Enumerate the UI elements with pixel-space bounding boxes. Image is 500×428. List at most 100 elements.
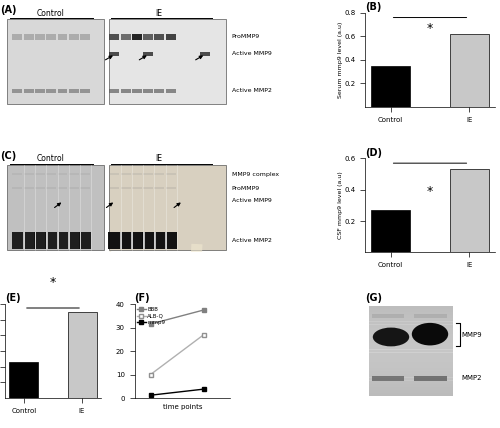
Bar [166,232,167,249]
Bar [46,232,48,249]
Bar [110,52,120,56]
Bar [154,173,164,175]
Bar [369,371,454,374]
Bar [369,309,454,312]
Bar [143,52,153,56]
Bar [24,232,25,249]
Bar [35,173,45,175]
Text: (C): (C) [0,151,16,161]
Bar [132,232,134,249]
Bar [120,232,132,249]
Text: (D): (D) [365,148,382,158]
Bar [369,362,454,365]
Bar [143,34,153,40]
Bar [24,89,34,93]
Text: Active MMP9: Active MMP9 [232,198,272,203]
Bar [12,34,22,40]
Bar [58,34,68,40]
Bar [369,374,454,377]
Text: ProMMP9: ProMMP9 [232,186,260,190]
Bar [166,89,175,93]
Text: Control: Control [36,9,64,18]
Bar [24,34,34,40]
Text: IE: IE [155,9,162,18]
Bar [369,393,454,396]
Bar [369,337,454,340]
Bar [110,173,120,175]
Bar [369,346,454,350]
Bar [69,173,78,175]
Bar [46,34,56,40]
Bar [68,312,96,398]
Bar [369,331,454,334]
Bar [108,165,226,250]
Bar [120,173,130,175]
Bar [23,232,34,249]
mmp9 [148,392,154,398]
Bar [110,89,120,93]
Bar [200,52,209,56]
Bar [12,232,24,249]
Text: (E): (E) [5,293,20,303]
Bar [369,349,454,353]
Text: (F): (F) [134,293,150,303]
Text: IE: IE [155,154,162,163]
Text: MMP2: MMP2 [461,375,481,381]
Bar [143,232,144,249]
Bar [80,232,82,249]
Bar [24,187,34,190]
Bar [69,187,78,190]
Bar [110,187,120,190]
Bar [24,173,34,175]
Bar [369,368,454,371]
Line: ALB-Q: ALB-Q [148,333,206,377]
Bar [120,187,130,190]
Bar [80,187,90,190]
Bar [8,165,104,250]
Bar [79,232,91,249]
Bar [132,173,142,175]
Bar [8,19,104,104]
Bar [108,232,120,249]
Bar [57,232,59,249]
Bar [35,187,45,190]
Bar [132,187,142,190]
Bar [80,89,90,93]
BBB [201,307,207,312]
Bar [369,390,454,393]
Bar [108,19,226,104]
Bar [166,34,175,40]
Text: Control: Control [36,154,64,163]
Bar [369,365,454,368]
Bar [369,380,454,384]
Text: (G): (G) [365,293,382,303]
Bar [34,232,46,249]
Bar [142,232,154,249]
Bar [369,334,454,337]
Bar [58,89,68,93]
Ellipse shape [373,327,409,346]
Text: MMP9 complex: MMP9 complex [232,172,278,177]
Bar [80,34,90,40]
Bar [132,34,142,40]
Line: mmp9: mmp9 [148,387,206,397]
Bar [372,315,404,318]
Bar [369,324,454,328]
Bar [450,34,489,107]
Bar [450,169,489,253]
Bar [369,377,454,380]
Bar [369,306,454,309]
Bar [369,340,454,343]
Bar [154,187,164,190]
Text: *: * [50,276,56,289]
Ellipse shape [412,323,448,345]
Bar [120,34,130,40]
Text: MMP9: MMP9 [461,332,482,338]
Bar [120,232,122,249]
Text: *: * [427,22,433,35]
Bar [369,386,454,390]
mmp9 [201,386,207,392]
Bar [46,187,56,190]
Bar [143,89,153,93]
Bar [35,89,45,93]
